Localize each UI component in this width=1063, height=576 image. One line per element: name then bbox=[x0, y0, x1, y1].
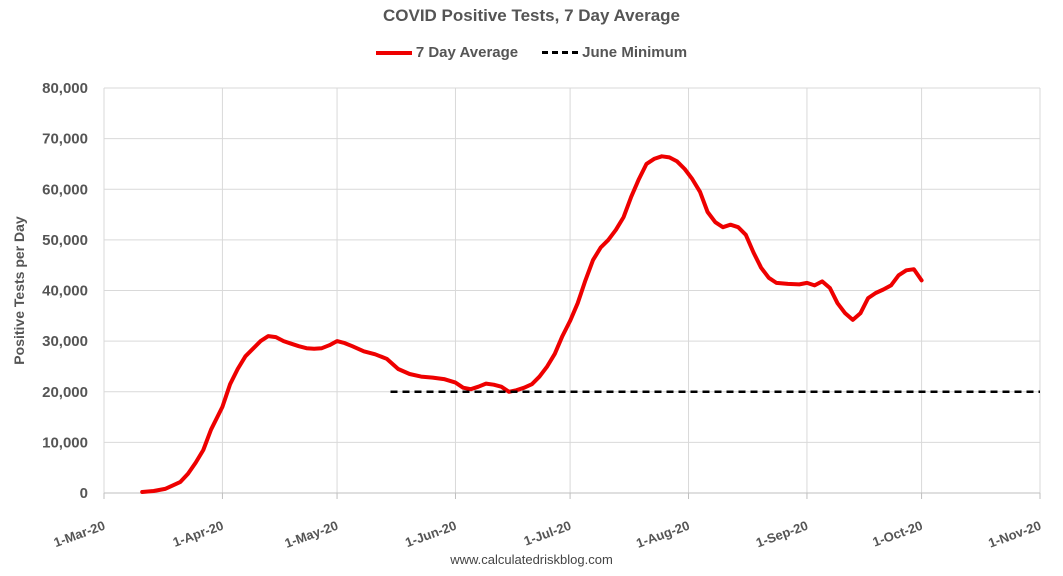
legend-item-7-day-average: 7 Day Average bbox=[375, 44, 519, 61]
y-tick-label: 40,000 bbox=[42, 283, 88, 300]
x-tick-label: 1-Jun-20 bbox=[403, 518, 458, 550]
x-tick-label: 1-Oct-20 bbox=[871, 518, 925, 550]
legend-label-june-minimum: June Minimum bbox=[582, 44, 688, 61]
y-tick-label: 60,000 bbox=[42, 181, 88, 198]
y-tick-label: 10,000 bbox=[42, 434, 88, 451]
y-tick-label: 80,000 bbox=[42, 80, 88, 97]
legend-swatch-red bbox=[375, 50, 412, 55]
chart-legend: 7 Day Average June Minimum bbox=[0, 44, 1063, 61]
source-credit: www.calculatedriskblog.com bbox=[450, 552, 613, 567]
series-line-7-day-average bbox=[140, 154, 924, 494]
x-tick-label: 1-Nov-20 bbox=[986, 518, 1043, 551]
y-tick-label: 30,000 bbox=[42, 333, 88, 350]
legend-label-7-day-average: 7 Day Average bbox=[415, 44, 519, 61]
x-tick-label: 1-Mar-20 bbox=[52, 518, 107, 550]
x-tick-label: 1-Apr-20 bbox=[171, 518, 226, 550]
x-tick-label: 1-Sep-20 bbox=[754, 518, 810, 551]
y-tick-label: 50,000 bbox=[42, 232, 88, 249]
y-tick-label: 20,000 bbox=[42, 384, 88, 401]
x-tick-label: 1-May-20 bbox=[283, 518, 340, 551]
y-axis-title: Positive Tests per Day bbox=[11, 216, 27, 365]
x-tick-label: 1-Aug-20 bbox=[634, 518, 691, 551]
legend-item-june-minimum: June Minimum bbox=[542, 44, 687, 61]
y-tick-label: 70,000 bbox=[42, 131, 88, 148]
legend-swatch-dashed bbox=[542, 51, 579, 54]
y-tick-label: 0 bbox=[80, 485, 88, 502]
chart-title: COVID Positive Tests, 7 Day Average bbox=[383, 6, 680, 25]
x-tick-label: 1-Jul-20 bbox=[522, 518, 573, 549]
